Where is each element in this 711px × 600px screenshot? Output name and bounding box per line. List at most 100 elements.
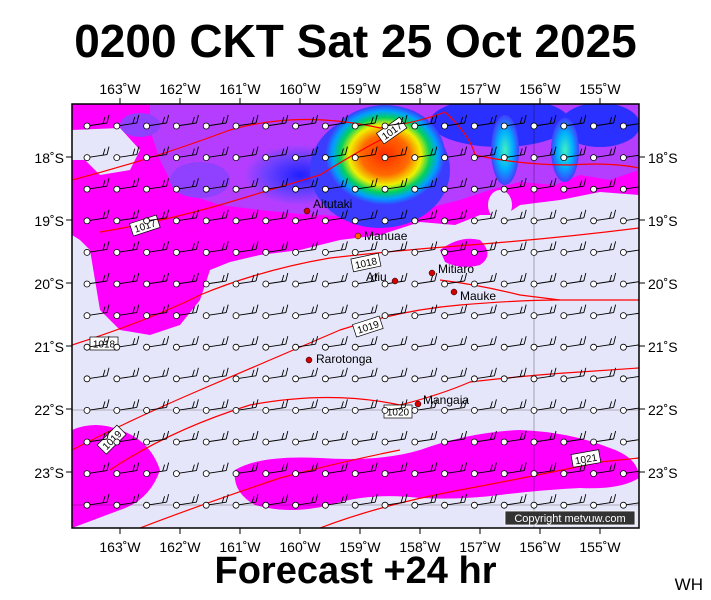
wind-barb — [232, 178, 259, 193]
wind-barb — [560, 146, 587, 162]
wind-barb — [560, 336, 587, 351]
wind-barb — [500, 272, 527, 288]
wind-barb — [202, 146, 229, 162]
wind-barb — [590, 114, 617, 130]
wind-barb — [262, 178, 289, 193]
wind-barb — [560, 114, 587, 130]
wind-barb — [321, 272, 348, 288]
wind-barb — [470, 114, 497, 130]
wind-barb — [83, 209, 110, 225]
wind-barb — [262, 399, 289, 414]
wind-barb — [620, 154, 639, 162]
lat-label: 19˚S — [648, 213, 678, 229]
wind-barb — [143, 241, 170, 256]
wind-barb — [590, 462, 617, 478]
wind-barb — [202, 462, 229, 478]
wind-barb — [292, 367, 319, 383]
wind-barb — [470, 494, 497, 509]
wind-barb — [530, 114, 557, 130]
wind-barb — [172, 399, 199, 414]
wind-barb — [620, 406, 639, 414]
wind-barb — [202, 209, 229, 225]
island-dot — [414, 400, 422, 408]
longitude-labels-top: 163˚W 162˚W 161˚W 160˚W 159˚W 158˚W 157˚… — [99, 81, 621, 97]
wind-barb — [441, 336, 468, 351]
wind-barb — [262, 430, 289, 446]
lon-label: 161˚W — [219, 81, 261, 97]
island-dot — [354, 232, 362, 240]
lon-label: 159˚W — [339, 81, 381, 97]
wind-barb — [411, 209, 438, 225]
wind-barb — [560, 367, 587, 383]
wind-barb — [262, 462, 289, 478]
lat-label: 22˚S — [648, 402, 678, 418]
wind-barb — [500, 430, 527, 446]
wind-barb — [381, 462, 408, 478]
wind-barb — [441, 241, 468, 256]
island-dot — [303, 207, 311, 215]
wind-barb — [172, 430, 199, 446]
wind-barb — [590, 146, 617, 162]
wind-barb — [143, 209, 170, 225]
wind-barb — [411, 241, 438, 256]
wind-barb — [381, 336, 408, 351]
wind-barb — [143, 336, 170, 351]
wind-barb — [470, 304, 497, 320]
wind-barb — [351, 178, 378, 193]
wind-barb — [143, 462, 170, 478]
wind-barb — [590, 494, 617, 509]
lon-label: 159˚W — [339, 539, 381, 555]
wind-barb — [500, 399, 527, 414]
wind-barb — [83, 494, 110, 509]
wind-barb — [292, 241, 319, 256]
wind-barb — [560, 178, 587, 193]
lon-label: 158˚W — [399, 81, 441, 97]
lon-label: 157˚W — [459, 539, 501, 555]
lon-label: 155˚W — [579, 81, 621, 97]
wind-barb — [620, 375, 639, 383]
wind-barb — [292, 209, 319, 225]
wind-barb — [590, 272, 617, 288]
wind-barb — [351, 146, 378, 162]
wind-barb — [530, 494, 557, 509]
wind-barb — [113, 241, 140, 256]
wind-barb — [590, 209, 617, 225]
lat-label: 23˚S — [34, 465, 64, 481]
wind-barb — [262, 241, 289, 256]
wind-barb — [321, 178, 348, 193]
lon-label: 156˚W — [519, 539, 561, 555]
wind-barb — [530, 430, 557, 446]
wind-barb — [172, 462, 199, 478]
wind-barb — [351, 430, 378, 446]
wind-barb — [232, 399, 259, 414]
latitude-labels-right: 18˚S 19˚S 20˚S 21˚S 22˚S 23˚S — [648, 150, 678, 481]
wind-barb — [321, 494, 348, 509]
wind-barb — [470, 462, 497, 478]
longitude-labels-bottom: 163˚W 162˚W 161˚W 160˚W 159˚W 158˚W 157˚… — [99, 539, 621, 555]
wind-barb — [321, 241, 348, 256]
wind-barb — [202, 336, 229, 351]
wind-barb — [470, 146, 497, 162]
wind-barb — [113, 399, 140, 414]
wind-barb — [441, 399, 468, 414]
wind-barb — [441, 272, 468, 288]
wind-barb — [83, 462, 110, 478]
wind-barb — [411, 114, 438, 130]
wind-barb — [172, 336, 199, 351]
wind-barb — [590, 399, 617, 414]
wind-barb — [262, 304, 289, 320]
lat-label: 18˚S — [648, 150, 678, 166]
wind-barb — [411, 430, 438, 446]
wind-barb — [530, 336, 557, 351]
wind-barb — [172, 241, 199, 256]
wind-barb — [83, 241, 110, 256]
wind-barb — [470, 367, 497, 383]
wind-barb — [202, 272, 229, 288]
wind-barb — [620, 185, 639, 193]
lon-label: 163˚W — [99, 539, 141, 555]
wind-barb — [172, 272, 199, 288]
wind-barb — [143, 494, 170, 509]
island-dot — [305, 356, 313, 364]
wind-barb — [292, 430, 319, 446]
wind-barb — [441, 430, 468, 446]
